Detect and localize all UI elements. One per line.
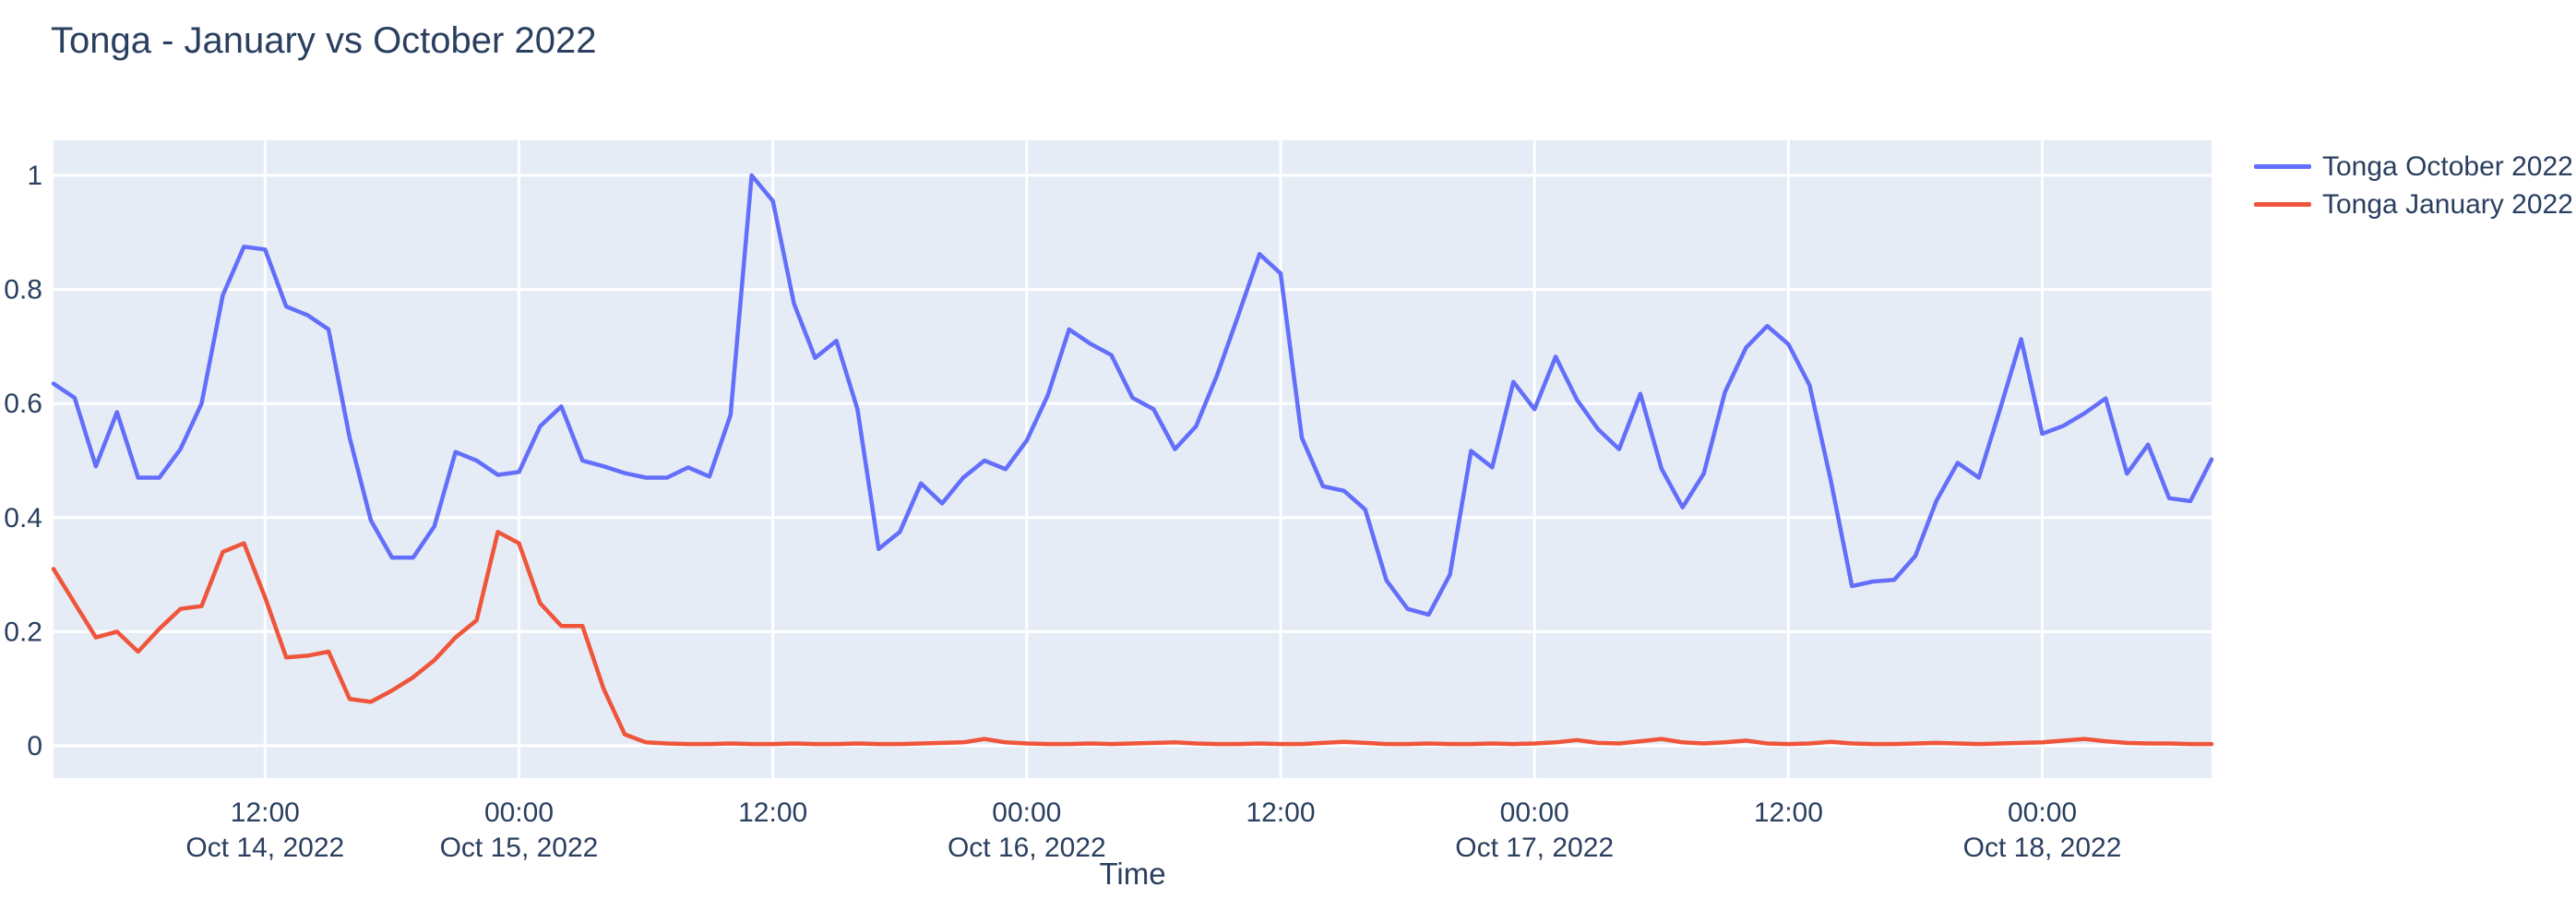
x-tick-time-label: 12:00 <box>1246 797 1315 828</box>
legend-label: Tonga January 2022 <box>2322 188 2573 220</box>
legend-label: Tonga October 2022 <box>2322 150 2573 182</box>
y-tick-label: 0.6 <box>4 389 42 419</box>
x-tick-time-label: 00:00 <box>992 797 1061 828</box>
x-tick-time-label: 12:00 <box>231 797 300 828</box>
legend: Tonga October 2022 Tonga January 2022 <box>2254 148 2573 223</box>
x-tick-time-label: 12:00 <box>1754 797 1823 828</box>
y-tick-label: 0.8 <box>4 275 42 306</box>
x-tick-time-label: 00:00 <box>484 797 554 828</box>
legend-line-swatch <box>2254 164 2311 169</box>
y-tick-label: 0 <box>27 731 42 761</box>
legend-item-october[interactable]: Tonga October 2022 <box>2254 148 2573 186</box>
x-tick-time-label: 00:00 <box>2008 797 2077 828</box>
y-tick-label: 0.4 <box>4 503 42 533</box>
x-tick-date-label: Oct 15, 2022 <box>440 833 599 863</box>
x-tick-date-label: Oct 16, 2022 <box>948 833 1106 863</box>
x-tick-date-label: Oct 18, 2022 <box>1963 833 2122 863</box>
y-tick-label: 1 <box>27 161 42 191</box>
x-tick-date-label: Oct 17, 2022 <box>1455 833 1614 863</box>
x-tick-date-label: Oct 14, 2022 <box>185 833 344 863</box>
chart-title: Tonga - January vs October 2022 <box>51 20 597 61</box>
x-axis-title: Time <box>1099 857 1165 891</box>
series-line-october[interactable] <box>51 173 2214 617</box>
x-tick-time-label: 12:00 <box>738 797 807 828</box>
plot-area[interactable] <box>54 140 2212 778</box>
y-tick-label: 0.2 <box>4 617 42 647</box>
x-tick-time-label: 00:00 <box>1500 797 1569 828</box>
series-line-january[interactable] <box>51 530 2214 747</box>
legend-line-swatch <box>2254 202 2311 207</box>
legend-item-january[interactable]: Tonga January 2022 <box>2254 186 2573 223</box>
